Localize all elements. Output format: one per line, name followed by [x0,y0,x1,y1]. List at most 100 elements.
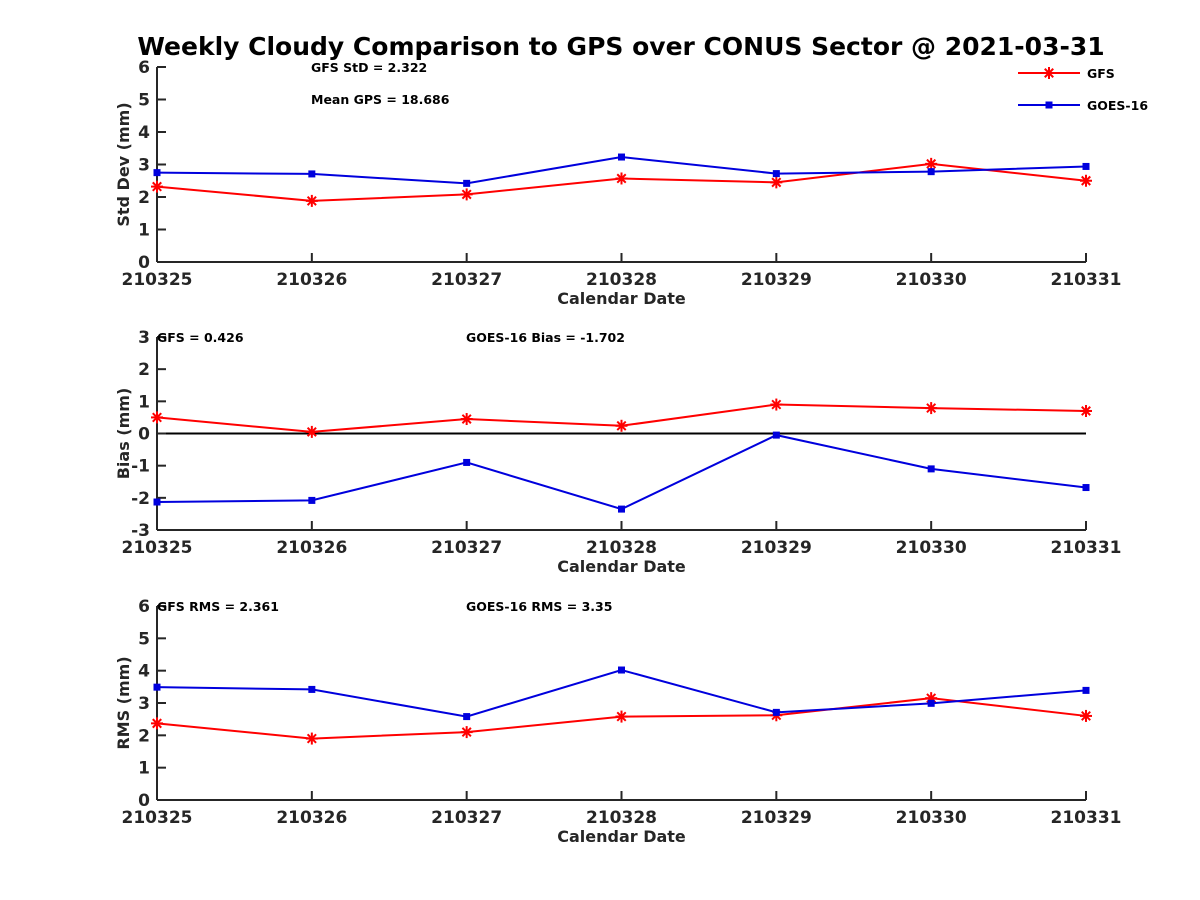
x-tick-label: 210327 [431,270,502,290]
data-point-goes-16-210327 [463,713,471,721]
y-tick-label: 4 [138,662,150,682]
y-tick-label: 3 [138,156,150,176]
data-point-gfs-210327 [460,188,473,201]
data-point-gfs-210325 [151,717,163,730]
annotation-2: Mean GPS = 18.686 [311,92,450,107]
data-point-goes-16-210331 [1082,484,1090,492]
panels: 210325 210326 210327 210328 210329 210330 2103… [114,58,1121,846]
data-point-gfs-210325 [151,180,163,193]
x-tick-label: 210329 [741,270,812,290]
x-tick-label: 210331 [1051,270,1122,290]
series-goes-16 [153,431,1090,513]
legend-label: GFS [1087,66,1115,81]
x-tick-label: 210329 [741,808,812,828]
legend: GFS GOES-16 [1018,66,1148,113]
x-tick-label: 210330 [896,538,967,558]
data-point-gfs-210328 [615,172,628,185]
y-tick-label: -3 [131,521,150,541]
data-point-gfs-210327 [460,413,473,426]
data-point-goes-16-210329 [772,170,780,178]
legend-marker [1043,67,1055,79]
annotation-1: GFS = 0.426 [157,330,244,345]
x-tick-label: 210325 [122,808,193,828]
x-tick-label: 210329 [741,538,812,558]
y-tick-label: -2 [131,489,150,509]
data-point-gfs-210331 [1080,174,1092,187]
series-gfs [151,157,1092,207]
x-tick-label: 210330 [896,808,967,828]
y-tick-label: 4 [138,123,150,143]
data-point-goes-16-210326 [308,170,316,178]
y-tick-label: 2 [138,726,150,746]
x-tick-label: 210327 [431,808,502,828]
y-tick-label: -1 [131,457,150,477]
y-tick-label: 0 [138,425,150,445]
data-point-goes-16-210330 [927,465,935,473]
data-point-gfs-210325 [151,411,163,424]
data-point-gfs-210330 [925,157,938,170]
x-tick-label: 210326 [276,538,347,558]
y-tick-label: 2 [138,188,150,208]
legend-label: GOES-16 [1087,98,1148,113]
x-tick-label: 210328 [586,808,657,828]
y-axis-label: Bias (mm) [114,388,133,480]
data-point-goes-16-210327 [463,458,471,466]
annotation-1: GFS StD = 2.322 [311,60,427,75]
data-point-gfs-210327 [460,726,473,739]
data-point-goes-16-210329 [772,708,780,716]
data-point-gfs-210329 [770,398,783,411]
x-tick-label: 210325 [122,538,193,558]
series-gfs [151,692,1092,745]
x-tick-label: 210330 [896,270,967,290]
series-goes-16 [153,153,1090,187]
x-tick-label: 210326 [276,808,347,828]
y-tick-label: 0 [138,791,150,811]
data-point-goes-16-210325 [153,169,161,177]
data-point-goes-16-210328 [618,153,625,161]
x-tick-label: 210331 [1051,538,1122,558]
y-tick-label: 0 [138,253,150,273]
data-point-goes-16-210329 [772,431,780,439]
y-tick-label: 6 [138,58,150,78]
data-point-goes-16-210328 [618,505,625,513]
y-tick-label: 6 [138,597,150,617]
panel-1: 210325 210326 210327 210328 210329 210330 2103… [114,58,1121,308]
data-point-gfs-210328 [615,419,628,432]
y-tick-label: 2 [138,360,150,380]
y-tick-label: 1 [138,221,150,241]
data-point-goes-16-210331 [1082,686,1090,694]
x-axis-label: Calendar Date [557,827,686,846]
data-point-gfs-210331 [1080,709,1092,722]
annotation-2: GOES-16 RMS = 3.35 [466,599,612,614]
annotation-1: GFS RMS = 2.361 [157,599,279,614]
legend-entry-goes-16: GOES-16 [1018,98,1148,113]
x-axis-label: Calendar Date [557,289,686,308]
y-tick-label: 3 [138,328,150,348]
y-tick-label: 3 [138,694,150,714]
x-tick-label: 210328 [586,538,657,558]
x-tick-label: 210325 [122,270,193,290]
data-point-goes-16-210330 [927,168,935,176]
x-axis-label: Calendar Date [557,557,686,576]
annotation-2: GOES-16 Bias = -1.702 [466,330,625,345]
data-point-gfs-210326 [305,194,318,207]
y-tick-label: 1 [138,759,150,779]
data-point-gfs-210328 [615,710,628,723]
x-tick-label: 210326 [276,270,347,290]
y-tick-label: 5 [138,629,150,649]
figure-title: Weekly Cloudy Comparison to GPS over CON… [137,32,1104,61]
x-tick-label: 210328 [586,270,657,290]
data-point-goes-16-210326 [308,496,316,504]
legend-marker [1045,101,1053,109]
data-point-gfs-210330 [925,402,938,415]
data-point-gfs-210331 [1080,404,1092,417]
data-point-goes-16-210327 [463,179,471,187]
data-point-goes-16-210325 [153,498,161,506]
y-axis-label: RMS (mm) [114,656,133,749]
data-point-goes-16-210331 [1082,162,1090,170]
x-tick-label: 210331 [1051,808,1122,828]
data-point-goes-16-210328 [618,666,625,674]
y-tick-label: 1 [138,392,150,412]
